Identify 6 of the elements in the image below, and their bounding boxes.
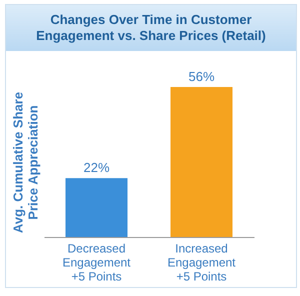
x-tick-label: Increased Engagement +5 Points xyxy=(167,242,236,284)
y-axis-title: Avg. Cumulative Share Price Appreciation xyxy=(10,92,40,234)
x-tick-label: Decreased Engagement +5 Points xyxy=(62,242,132,284)
data-label: 22% xyxy=(83,160,110,176)
data-label: 56% xyxy=(188,69,215,84)
chart-title: Changes Over Time in Customer Engagement vs. Share Prices (Retail) xyxy=(6,5,296,51)
